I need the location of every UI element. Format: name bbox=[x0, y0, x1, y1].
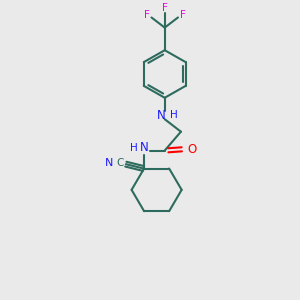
Text: F: F bbox=[162, 3, 168, 13]
Text: N: N bbox=[140, 141, 148, 154]
Text: H: H bbox=[170, 110, 178, 120]
Text: C: C bbox=[117, 158, 124, 168]
Text: N: N bbox=[157, 109, 166, 122]
Text: F: F bbox=[180, 10, 186, 20]
Text: O: O bbox=[187, 142, 196, 156]
Text: F: F bbox=[143, 10, 149, 20]
Text: N: N bbox=[105, 158, 114, 168]
Text: H: H bbox=[130, 142, 137, 153]
